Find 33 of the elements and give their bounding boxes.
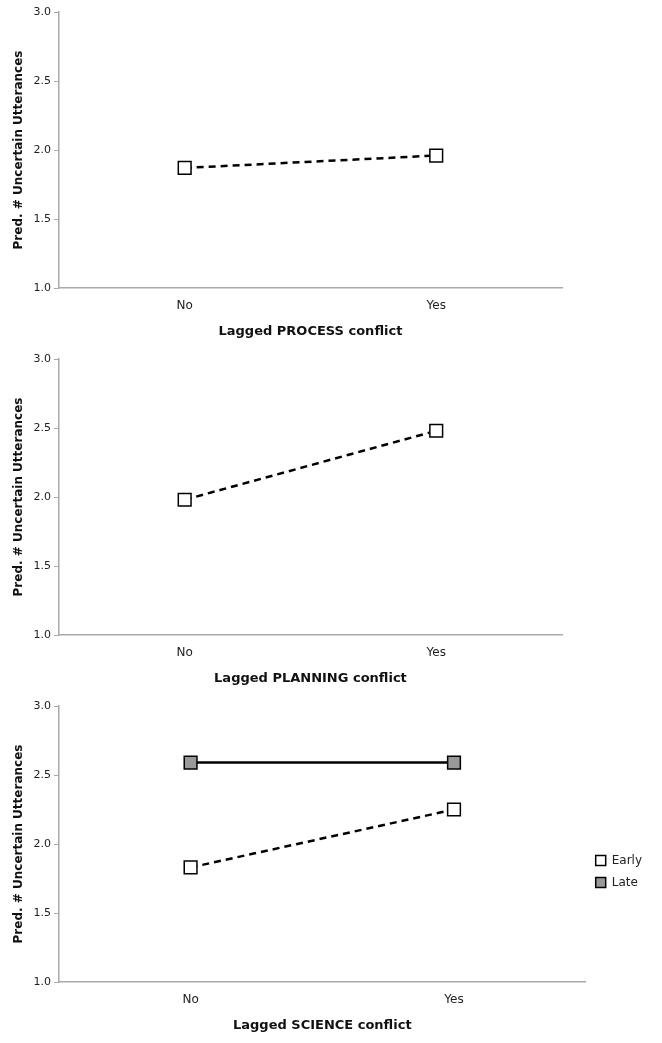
x-axis-title: Lagged PROCESS conflict	[218, 322, 403, 338]
x-tick-label: Yes	[425, 645, 446, 660]
y-tick-label: 1.0	[33, 974, 51, 988]
y-tick-label: 1.0	[33, 627, 51, 641]
x-tick-label: Yes	[425, 298, 446, 313]
legend-label: Early	[611, 852, 643, 867]
y-tick-label: 1.5	[33, 558, 51, 572]
point	[446, 802, 462, 817]
y-tick-label: 2.0	[33, 489, 51, 503]
point	[183, 860, 198, 875]
y-tick-label: 2.0	[33, 836, 51, 850]
y-tick-label: 2.5	[33, 420, 51, 434]
y-axis-title: Pred. # Uncertain Utterances	[11, 50, 26, 250]
y-tick-label: 2.0	[33, 142, 51, 156]
x-tick-label: Yes	[443, 992, 464, 1007]
legend-label: Late	[611, 874, 638, 889]
x-tick-label: No	[182, 992, 199, 1007]
y-tick-label: 2.5	[33, 73, 51, 87]
point	[183, 755, 198, 770]
x-tick-label: No	[176, 645, 193, 660]
y-tick-label: 3.0	[33, 351, 51, 365]
y-tick-label: 3.0	[33, 698, 51, 712]
y-tick-label: 1.5	[33, 905, 51, 919]
x-axis-title: Lagged PLANNING conflict	[214, 669, 407, 685]
x-tick-label: No	[176, 298, 193, 313]
y-axis-title: Pred. # Uncertain Utterances	[11, 397, 26, 597]
y-tick-label: 2.5	[33, 767, 51, 781]
y-tick-label: 3.0	[33, 4, 51, 18]
point	[446, 755, 462, 770]
x-axis-title: Lagged SCIENCE conflict	[232, 1016, 412, 1032]
y-tick-label: 1.0	[33, 280, 51, 294]
y-axis-title: Pred. # Uncertain Utterances	[11, 744, 26, 944]
y-tick-label: 1.5	[33, 211, 51, 225]
